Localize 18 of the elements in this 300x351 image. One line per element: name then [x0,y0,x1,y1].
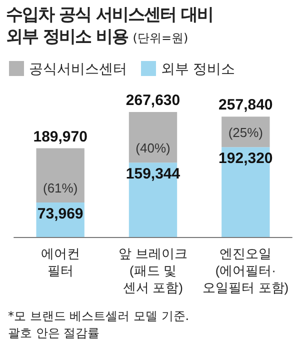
x-tick-label: 에어컨 필터 [40,246,80,278]
total-label: 257,840 [218,96,273,114]
total-label: 189,970 [33,128,88,146]
bar [128,112,178,163]
text: *모 브랜드 베스트셀러 모델 기준. 괄호 안은 절감률 [8,308,190,342]
annotation: (40%) [136,140,170,156]
x-tick-label: 엔진오일 (에어필터· 오일필터 포함) [202,246,289,295]
bar [36,148,84,202]
data-label: 73,969 [37,205,84,222]
legend-label: 공식서비스센터 [29,60,127,76]
data-label: 159,344 [126,166,181,183]
annotation: (61%) [42,180,78,196]
annotation: (25%) [228,125,264,140]
data-label: 192,320 [218,150,273,168]
x-tick-label: 앞 브레이크 (패드 및 센서 포함) [118,246,188,295]
legend-label: 외부 정비소 [161,60,235,76]
total-label: 267,630 [126,92,180,109]
chart-subtitle: (단위=원) [132,31,188,45]
